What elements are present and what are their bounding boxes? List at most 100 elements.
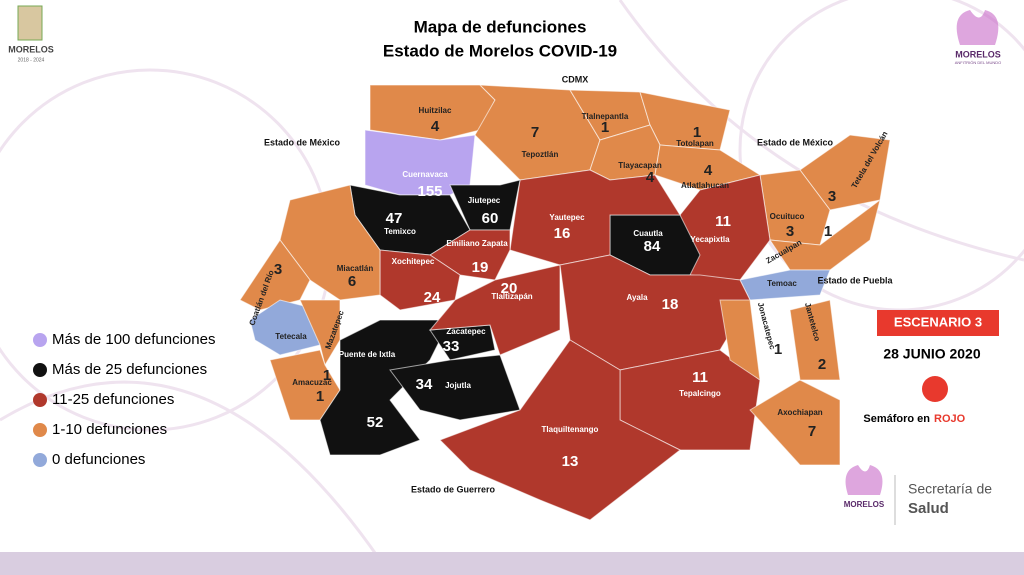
- neighbor-label: Estado de Guerrero: [411, 484, 496, 494]
- death-count: 1: [824, 223, 832, 240]
- municipality-name: Tepoztlán: [522, 150, 559, 159]
- municipality-name: Tlaquiltenango: [542, 425, 599, 434]
- municipality-name: Miacatlán: [337, 264, 374, 273]
- municipality-name: Yecapixtla: [690, 235, 730, 244]
- municipality-name: Cuautla: [633, 229, 663, 238]
- legend-swatch: [33, 453, 47, 467]
- municipality-name: Xochitepec: [392, 257, 435, 266]
- death-count: 7: [808, 423, 816, 440]
- death-count: 19: [472, 259, 489, 276]
- logo-name: MORELOS: [8, 44, 54, 54]
- death-count: 11: [692, 369, 708, 386]
- death-count: 3: [274, 261, 282, 278]
- municipality-area: [789, 299, 841, 381]
- map: [239, 84, 891, 521]
- title: Mapa de defunciones: [414, 17, 587, 36]
- municipality-name: Jojutla: [445, 381, 471, 390]
- death-count: 1: [316, 388, 324, 405]
- municipality-name: Totolapan: [676, 139, 714, 148]
- death-count: 84: [644, 238, 661, 255]
- legend-label: 11-25 defunciones: [52, 391, 174, 408]
- department: Salud: [908, 500, 949, 517]
- municipality-name: Temixco: [384, 227, 416, 236]
- right-logo: MORELOS ANFITRIÓN DEL MUNDO: [955, 10, 1002, 65]
- department: Secretaría de: [908, 481, 992, 497]
- municipality-name: Tepalcingo: [679, 389, 721, 398]
- legend-label: Más de 100 defunciones: [52, 331, 215, 348]
- status-panel: ESCENARIO 3 28 JUNIO 2020 Semáforo en RO…: [863, 310, 999, 425]
- municipality-area: [439, 339, 681, 521]
- municipality-name: Huitzilac: [419, 106, 452, 115]
- death-count: 1: [693, 124, 701, 141]
- death-count: 155: [417, 183, 442, 200]
- municipality-name: Amacuzac: [292, 378, 332, 387]
- municipality-area: [428, 264, 561, 356]
- death-count: 1: [774, 341, 782, 358]
- municipality-area: [319, 319, 451, 456]
- coat-of-arms: [17, 5, 43, 41]
- traffic-light: [922, 376, 948, 402]
- legend-label: Más de 25 defunciones: [52, 361, 207, 378]
- municipality-area: [299, 299, 341, 367]
- light-text: Semáforo en: [863, 413, 930, 425]
- logo-name: MORELOS: [955, 49, 1001, 59]
- legend: Más de 100 defunciones Más de 25 defuncio…: [33, 331, 215, 468]
- municipality-name: Zacatepec: [446, 327, 486, 336]
- municipality-name: Yautepec: [549, 213, 585, 222]
- bottom-logos: MORELOS Secretaría de Salud: [844, 465, 992, 525]
- municipality-area: [509, 169, 681, 266]
- municipality-name: Cuernavaca: [402, 170, 448, 179]
- death-count: 4: [646, 169, 655, 186]
- legend-label: 1-10 defunciones: [52, 421, 167, 438]
- death-count: 47: [386, 210, 403, 227]
- legend-label: 0 defunciones: [52, 451, 145, 468]
- death-count: 11: [715, 213, 731, 230]
- title: Estado de Morelos COVID-19: [383, 41, 617, 60]
- municipality-name: Temoac: [767, 279, 797, 288]
- logo-years: 2018 - 2024: [18, 57, 45, 63]
- death-count: 16: [554, 225, 571, 242]
- municipality-name: Atlatlahucan: [681, 181, 729, 190]
- death-count: 33: [443, 338, 460, 355]
- municipality-name: Axochiapan: [777, 408, 822, 417]
- municipality-area: [749, 379, 841, 466]
- death-count: 13: [562, 453, 579, 470]
- death-count: 24: [424, 289, 441, 306]
- death-count: 1: [601, 119, 609, 136]
- municipality-name: Tetecala: [275, 332, 307, 341]
- scenario-box: [877, 310, 999, 336]
- footer-band: [0, 552, 1024, 575]
- legend-swatch: [33, 333, 47, 347]
- neighbor-label: CDMX: [562, 74, 589, 84]
- municipality-area: [239, 239, 311, 311]
- left-logo: MORELOS 2018 - 2024: [8, 5, 54, 63]
- legend-swatch: [33, 393, 47, 407]
- death-count: 20: [501, 280, 518, 297]
- neighbor-label: Estado de México: [757, 137, 834, 147]
- death-count: 7: [531, 124, 539, 141]
- municipality-area: [449, 179, 521, 231]
- death-count: 6: [348, 273, 356, 290]
- municipality-name: Ayala: [626, 293, 648, 302]
- municipality-name: Tlayacapan: [618, 161, 662, 170]
- neighbor-label: Estado de Puebla: [817, 275, 893, 285]
- death-count: 3: [828, 188, 836, 205]
- logo-tagline: ANFITRIÓN DEL MUNDO: [955, 60, 1002, 65]
- municipality-name: Puente de Ixtla: [339, 350, 396, 359]
- death-count: 1: [323, 367, 331, 384]
- municipality-name: Tlaltizapán: [491, 292, 532, 301]
- municipality-name: Ocuituco: [770, 212, 805, 221]
- municipality-area: [719, 299, 761, 382]
- legend-swatch: [33, 363, 47, 377]
- neighbor-label: Estado de México: [264, 137, 341, 147]
- municipality-name: Jiutepec: [468, 196, 501, 205]
- death-count: 34: [416, 376, 433, 393]
- death-count: 52: [367, 414, 384, 431]
- death-count: 60: [482, 210, 499, 227]
- death-count: 4: [704, 162, 713, 179]
- scenario: ESCENARIO 3: [894, 314, 982, 329]
- death-count: 3: [786, 223, 794, 240]
- death-count: 2: [818, 356, 826, 373]
- death-count: 4: [431, 118, 440, 135]
